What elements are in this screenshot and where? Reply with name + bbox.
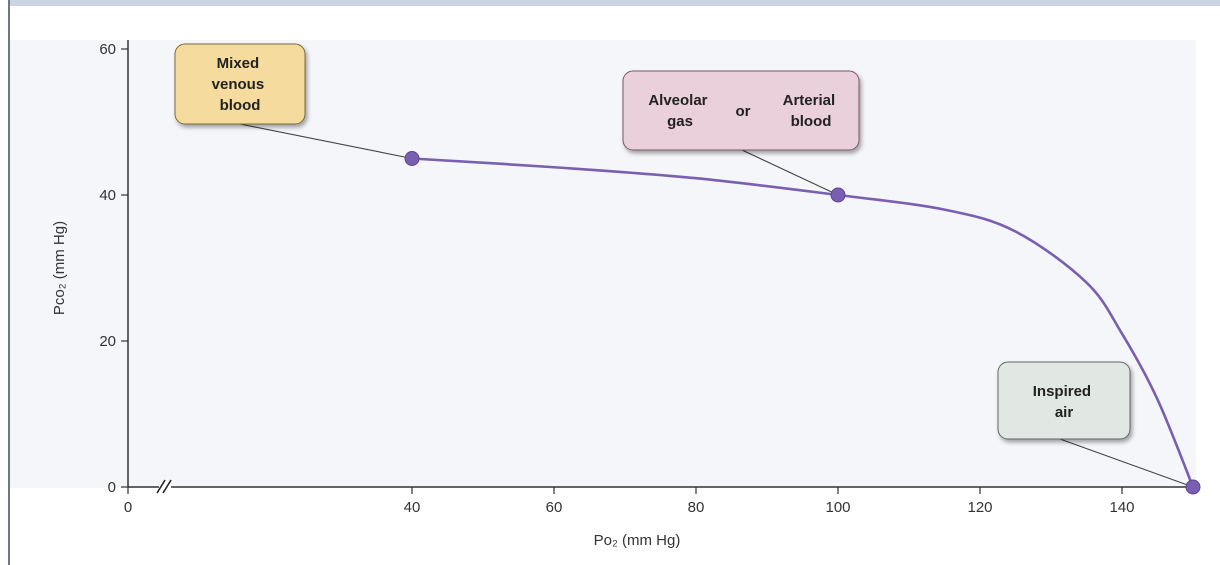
leader-line xyxy=(239,123,413,160)
alveolar-right-line-2: blood xyxy=(791,113,832,130)
axis-break-mark xyxy=(162,479,172,494)
mixed-venous-line-3: blood xyxy=(220,97,261,114)
alveolar-left-line-1: Alveolar xyxy=(648,92,707,109)
frame-top-edge xyxy=(8,0,1220,6)
alveolar-right-line-1: Arterial xyxy=(783,92,836,109)
svg-text:Alveolar gas: Alveolar gas xyxy=(648,92,711,130)
svg-text:or: or xyxy=(736,103,751,120)
alveolar-or: or xyxy=(736,103,751,120)
svg-text:Arterial blood: Arterial blood xyxy=(783,92,840,130)
x-tick-label: 80 xyxy=(688,499,705,516)
x-tick-label: 120 xyxy=(967,499,992,516)
frame-left-edge xyxy=(8,0,10,565)
mixed-venous-line-1: Mixed xyxy=(217,55,260,72)
data-points xyxy=(404,151,1201,495)
x-tick-label: 40 xyxy=(404,499,421,516)
annotation-mixed-venous: Mixed venous blood xyxy=(174,43,306,125)
y-tick-label: 0 xyxy=(108,479,116,496)
series-layer xyxy=(410,157,1195,489)
data-point xyxy=(830,187,846,203)
inspired-line-2: air xyxy=(1055,404,1074,421)
series-line xyxy=(410,157,1195,489)
leader-line xyxy=(741,149,839,196)
annotation-inspired: Inspired air xyxy=(997,361,1131,440)
inspired-line-1: Inspired xyxy=(1033,383,1091,400)
data-point xyxy=(404,151,420,166)
alveolar-left-line-2: gas xyxy=(667,113,693,130)
y-tick-label: 40 xyxy=(99,187,116,204)
x-tick-label: 100 xyxy=(825,499,850,516)
x-tick-label: 140 xyxy=(1109,499,1134,516)
x-axis-title: Po₂ (mm Hg) xyxy=(594,532,681,549)
y-axis-title: Pco₂ (mm Hg) xyxy=(51,221,68,315)
leader-line xyxy=(1059,438,1194,488)
axis-break-mark xyxy=(156,479,166,494)
annotation-alveolar-box xyxy=(622,70,860,151)
x-tick-label: 60 xyxy=(546,499,563,516)
annotation-mixed-venous-box xyxy=(174,43,306,125)
mixed-venous-line-2: venous xyxy=(212,76,265,93)
data-point xyxy=(1185,479,1201,495)
svg-text:Mixed venous blood: Mixed venous blood xyxy=(212,55,269,114)
svg-text:Inspired air: Inspired air xyxy=(1033,383,1096,421)
y-tick-label: 20 xyxy=(99,333,116,350)
annotation-inspired-box xyxy=(997,361,1131,440)
x-tick-label: 0 xyxy=(124,499,132,516)
annotation-alveolar: Alveolar gas or Arterial blood xyxy=(622,70,860,151)
axes: 04060801001201401600204060 xyxy=(99,40,1198,516)
y-tick-label: 60 xyxy=(99,41,116,58)
leader-lines xyxy=(239,123,1194,488)
